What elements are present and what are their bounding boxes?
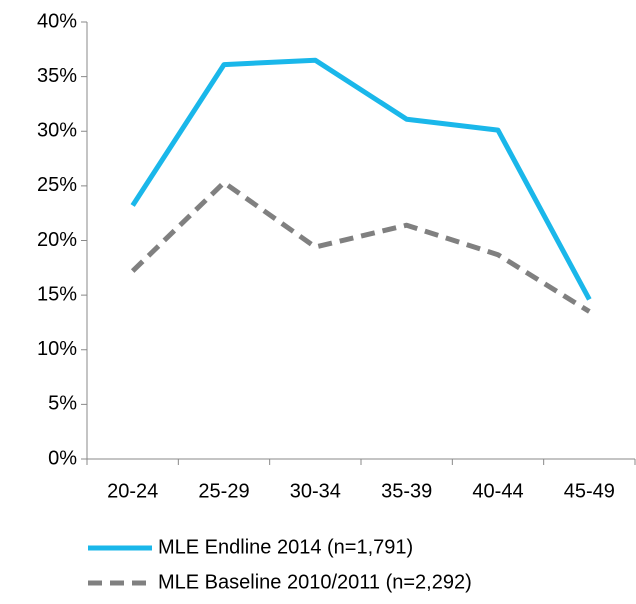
y-tick-label: 35% [37, 65, 77, 87]
x-tick-label: 45-49 [564, 480, 615, 502]
y-tick-label: 25% [37, 174, 77, 196]
y-tick-label: 30% [37, 120, 77, 142]
y-tick-label: 5% [48, 393, 77, 415]
y-tick-label: 10% [37, 338, 77, 360]
y-tick-label: 15% [37, 283, 77, 305]
x-tick-label: 35-39 [381, 480, 432, 502]
series-line [130, 57, 592, 301]
x-tick-label: 20-24 [107, 480, 158, 502]
legend-label: MLE Baseline 2010/2011 (n=2,292) [158, 571, 472, 593]
y-tick-label: 20% [37, 229, 77, 251]
y-tick-label: 40% [37, 10, 77, 32]
x-tick-label: 25-29 [198, 480, 249, 502]
legend-label: MLE Endline 2014 (n=1,791) [158, 536, 413, 558]
y-tick-label: 0% [48, 447, 77, 469]
series-line [130, 180, 591, 314]
x-tick-label: 30-34 [290, 480, 341, 502]
x-tick-label: 40-44 [472, 480, 523, 502]
